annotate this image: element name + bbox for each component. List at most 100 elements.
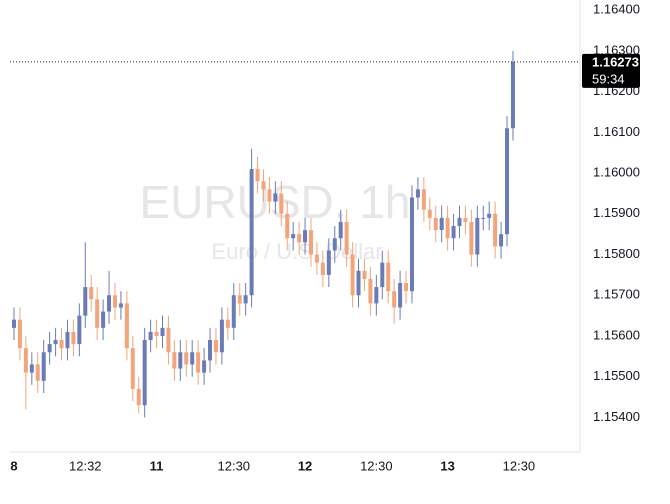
x-tick-label: 13 xyxy=(440,458,454,473)
y-tick-label: 1.15700 xyxy=(593,287,640,302)
candle-body xyxy=(23,348,28,373)
candle-body xyxy=(12,319,16,328)
candle-body xyxy=(398,283,403,308)
candle-body xyxy=(297,234,302,243)
candle-body xyxy=(350,254,355,296)
candle-body xyxy=(291,234,296,239)
y-tick-label: 1.15600 xyxy=(593,327,640,342)
candle-body xyxy=(47,344,52,353)
candle-body xyxy=(314,254,319,263)
candle-body xyxy=(172,352,177,369)
candle-body xyxy=(469,221,474,255)
candle-body xyxy=(89,287,94,300)
x-tick-label: 8 xyxy=(10,458,17,473)
candle-body xyxy=(95,299,100,328)
candle-body xyxy=(225,319,230,328)
candle-body xyxy=(231,295,236,328)
candle-body xyxy=(166,327,171,353)
candle-body xyxy=(208,340,213,361)
candle-body xyxy=(17,319,22,349)
candle-body xyxy=(160,327,165,336)
candle-body xyxy=(463,217,468,222)
candle-body xyxy=(243,295,248,304)
candle-body xyxy=(392,291,397,308)
candle-body xyxy=(261,181,266,190)
x-tick-label: 12:30 xyxy=(360,458,393,473)
candle-body xyxy=(41,352,46,381)
candle-body xyxy=(386,262,391,292)
y-tick-label: 1.15400 xyxy=(593,409,640,424)
candle-body xyxy=(356,270,361,296)
y-tick-label: 1.16000 xyxy=(593,165,640,180)
x-tick-label: 11 xyxy=(150,458,164,473)
x-tick-label: 12:32 xyxy=(69,458,102,473)
y-tick-label: 1.16300 xyxy=(593,42,640,57)
candle-body xyxy=(451,226,456,239)
candle-body xyxy=(279,193,284,214)
candle-body xyxy=(124,303,129,349)
candle-body xyxy=(433,217,438,231)
candle-body xyxy=(380,262,385,288)
candle-body xyxy=(118,303,123,308)
candle-body xyxy=(332,238,337,251)
candle-body xyxy=(344,221,349,255)
candle-body xyxy=(71,331,76,345)
candle-body xyxy=(65,331,70,349)
y-tick-label: 1.16400 xyxy=(593,2,640,17)
candle-body xyxy=(29,364,34,373)
candle-body xyxy=(101,311,106,328)
candle-body xyxy=(59,340,64,349)
candle-body xyxy=(136,388,141,406)
candle-body xyxy=(457,217,462,227)
candle-body xyxy=(273,193,278,202)
candle-body xyxy=(142,340,147,406)
candle-body xyxy=(202,360,207,373)
candle-body xyxy=(475,217,480,255)
candle-body xyxy=(77,315,82,345)
candle-body xyxy=(309,230,313,255)
candle-body xyxy=(213,340,218,353)
candle-body xyxy=(338,221,343,239)
countdown-label: 59:34 xyxy=(592,71,625,86)
candle-body xyxy=(219,319,224,353)
candle-body xyxy=(303,230,308,243)
last-price-label: 1.16273 xyxy=(592,54,639,69)
candle-body xyxy=(237,295,242,304)
candle-body xyxy=(415,189,420,198)
candle-body xyxy=(83,287,88,316)
x-tick-label: 12 xyxy=(298,458,312,473)
candle-body xyxy=(505,128,510,235)
x-tick-label: 12:30 xyxy=(503,458,536,473)
candle-body xyxy=(255,169,260,182)
candle-body xyxy=(362,270,367,279)
candle-body xyxy=(409,197,414,292)
candle-body xyxy=(499,234,504,247)
candle-body xyxy=(267,189,272,202)
candle-body xyxy=(196,352,201,373)
y-tick-label: 1.15500 xyxy=(593,368,640,383)
candle-body xyxy=(190,352,195,365)
candle-body xyxy=(285,213,290,239)
candle-body xyxy=(112,295,117,308)
candle-body xyxy=(421,189,426,210)
candle-body xyxy=(427,209,432,218)
candle-body xyxy=(53,340,58,345)
candle-body xyxy=(178,352,183,369)
candle-body xyxy=(35,364,40,381)
candle-body xyxy=(368,278,373,304)
candle-body xyxy=(184,352,189,365)
candle-body xyxy=(148,331,153,341)
candle-body xyxy=(326,250,331,275)
candle-body xyxy=(481,217,486,219)
candle-body xyxy=(107,295,112,312)
candle-body xyxy=(130,348,135,389)
candle-body xyxy=(154,331,159,336)
candle-body xyxy=(445,217,450,239)
watermark-description: Euro / U.S. Dollar xyxy=(211,239,382,264)
y-tick-label: 1.15900 xyxy=(593,205,640,220)
candle-body xyxy=(404,283,409,292)
y-tick-label: 1.16100 xyxy=(593,124,640,139)
y-tick-label: 1.15800 xyxy=(593,246,640,261)
